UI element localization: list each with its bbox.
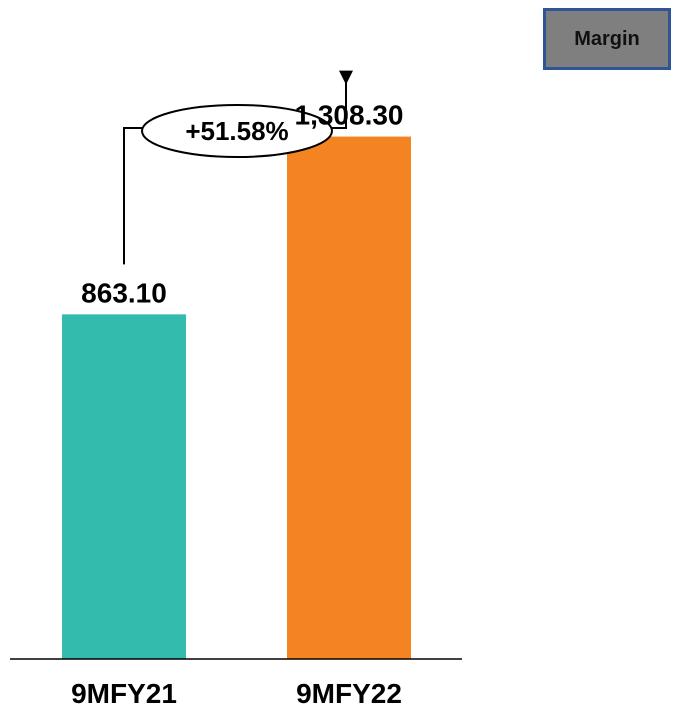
growth-connector-left bbox=[123, 127, 160, 265]
value-label-9mfy21: 863.10 bbox=[81, 277, 167, 308]
bar-9mfy22 bbox=[287, 136, 411, 659]
value-label-9mfy22: 1,308.30 bbox=[295, 100, 404, 131]
growth-label: +51.58% bbox=[185, 116, 288, 146]
category-label-9mfy22: 9MFY22 bbox=[296, 678, 402, 709]
labels-layer: 863.10 9MFY21 1,308.30 9MFY22 bbox=[71, 100, 403, 709]
growth-ellipse bbox=[141, 104, 333, 158]
margin-badge-label: Margin bbox=[574, 27, 640, 50]
bars-layer bbox=[62, 136, 411, 659]
growth-arrowhead-icon bbox=[339, 70, 353, 85]
category-label-9mfy21: 9MFY21 bbox=[71, 678, 177, 709]
growth-annotation: +51.58% bbox=[123, 70, 353, 265]
bar-9mfy21 bbox=[62, 314, 186, 659]
margin-badge: Margin bbox=[543, 8, 671, 70]
